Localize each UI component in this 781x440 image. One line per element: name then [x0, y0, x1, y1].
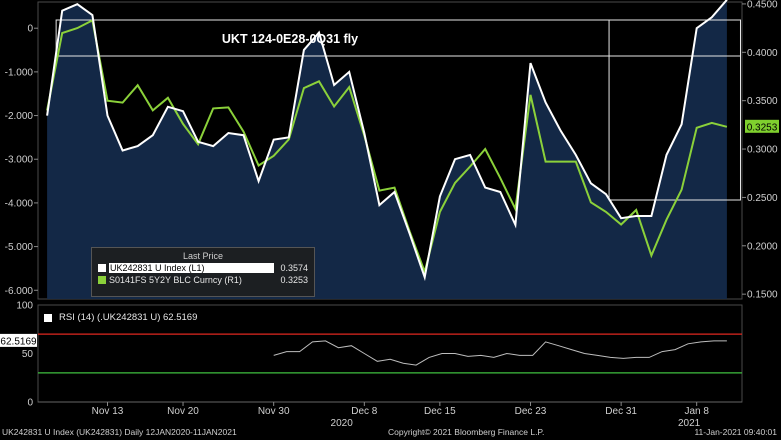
annotation-box-top: [55, 19, 741, 57]
left-axis-tick-label: -3.000: [5, 155, 34, 166]
right-axis-tick-label: 0.3500: [747, 96, 778, 107]
badge-rsi-value-text: 62.5169: [0, 336, 37, 347]
left-axis-tick-label: -2.000: [5, 111, 34, 122]
legend: Last Price UK242831 U Index (L1) 0.3574 …: [91, 247, 315, 297]
rsi-axis-tick-label: 100: [16, 301, 33, 312]
chart-title: UKT 124-0E28-0Q31 fly: [222, 32, 358, 46]
left-axis-tick-label: -4.000: [5, 198, 34, 209]
footer-copyright: Copyright© 2021 Bloomberg Finance L.P.: [388, 427, 545, 437]
rsi-axis-tick-label: 0: [27, 398, 33, 409]
legend-series-name: UK242831 U Index (L1): [109, 263, 275, 273]
x-axis-tick-label: Nov 30: [258, 406, 290, 417]
badge-rsi-value-bg: [0, 333, 37, 347]
x-axis-year-label: 2020: [331, 418, 354, 429]
x-axis-tick-label: Dec 15: [424, 406, 456, 417]
footer-security: UK242831 U Index (UK242831) Daily 12JAN2…: [2, 427, 237, 437]
legend-title: Last Price: [182, 251, 224, 261]
x-axis-year-label: 2021: [678, 418, 701, 429]
badge-right-value: 0.3253: [745, 119, 779, 133]
area-fill-ukt-index: [47, 0, 727, 299]
x-axis-tick-label: Nov 13: [92, 406, 124, 417]
x-axis-tick-label: Dec 8: [351, 406, 378, 417]
legend-swatch-white: [98, 264, 106, 272]
legend-item-ukt-index: UK242831 U Index (L1) 0.3574: [98, 263, 308, 273]
annotation-box-recent: [608, 19, 741, 201]
left-axis-tick-label: -6.000: [5, 286, 34, 297]
right-axis-tick-label: 0.4000: [747, 48, 778, 59]
left-axis-tick-label: 0: [27, 24, 33, 35]
x-axis-tick-label: Jan 8: [684, 406, 709, 417]
left-axis-tick-label: -1.000: [5, 67, 34, 78]
x-axis-tick-label: Dec 31: [605, 406, 637, 417]
right-axis-tick-label: 0.3000: [747, 145, 778, 156]
badge-rsi-value: 62.5169: [0, 333, 37, 347]
left-axis-tick-label: -5.000: [5, 242, 34, 253]
rsi-legend-label: RSI (14) (.UK242831 U) 62.5169: [59, 312, 198, 323]
rsi-legend-swatch: [44, 313, 52, 322]
rsi-legend: RSI (14) (.UK242831 U) 62.5169: [44, 312, 197, 323]
legend-series-value: 0.3253: [280, 275, 308, 285]
badge-right-value-bg: [745, 119, 779, 133]
rsi-line: [273, 340, 727, 366]
legend-item-5y2y: S0141FS 5Y2Y BLC Curncy (R1) 0.3253: [98, 275, 308, 285]
rsi-axis-tick-label: 50: [22, 349, 34, 360]
legend-series-name: S0141FS 5Y2Y BLC Curncy (R1): [109, 275, 242, 285]
legend-swatch-green: [98, 276, 106, 284]
footer-timestamp: 11-Jan-2021 09:40:01: [694, 427, 777, 437]
right-axis-tick-label: 0.2500: [747, 193, 778, 204]
series-line-5y2y: [46, 18, 728, 276]
x-axis-tick-label: Dec 23: [515, 406, 547, 417]
x-axis-tick-label: Nov 20: [167, 406, 199, 417]
right-axis-tick-label: 0.1500: [747, 290, 778, 301]
right-axis-tick-label: 0.2000: [747, 241, 778, 252]
badge-right-value-text: 0.3253: [747, 122, 778, 133]
right-axis-tick-label: 0.4500: [747, 0, 778, 10]
series-line-ukt-index: [46, 0, 728, 282]
legend-series-value: 0.3574: [280, 263, 308, 273]
